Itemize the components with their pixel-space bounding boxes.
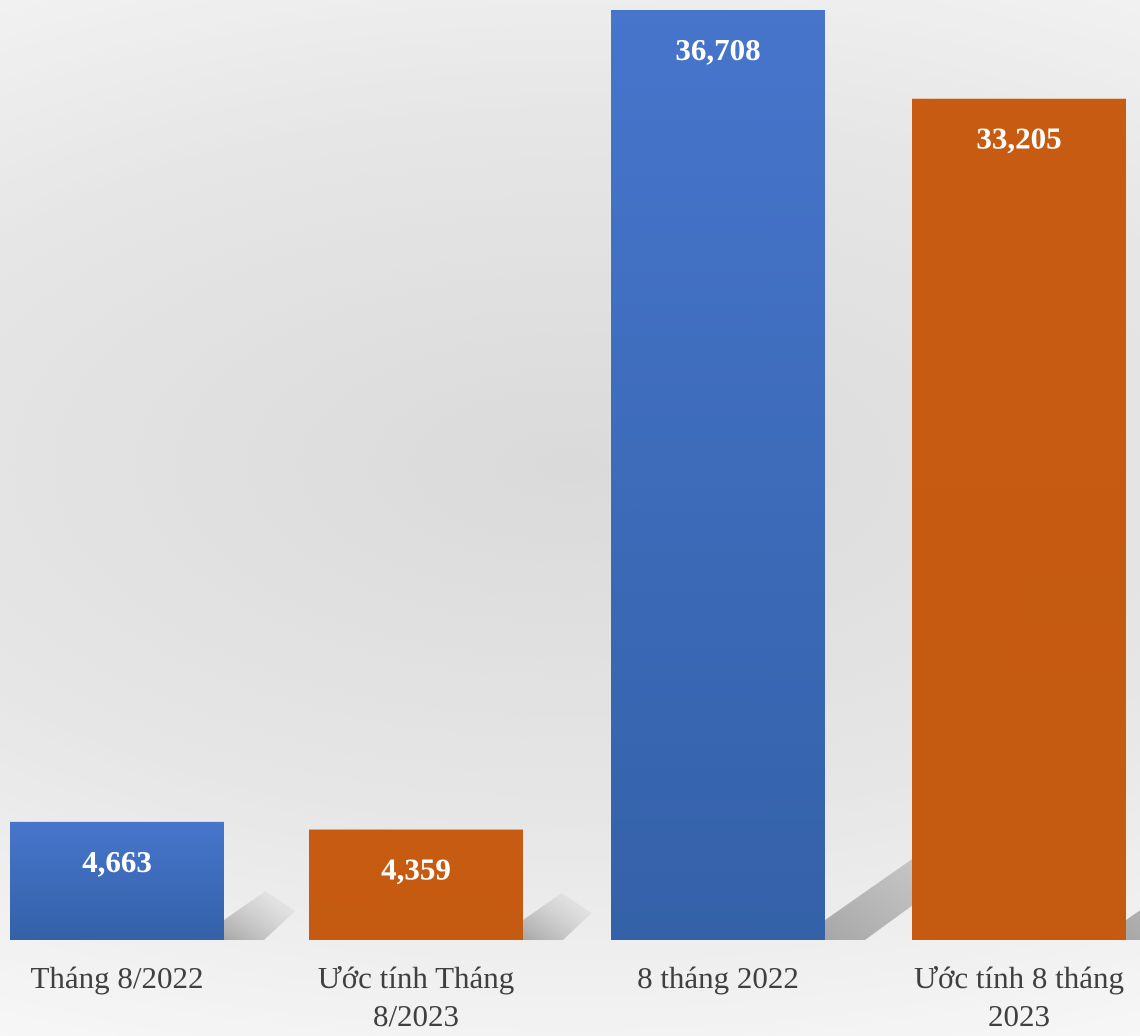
category-label-0: Tháng 8/2022 bbox=[30, 960, 203, 995]
category-label-line: 8 tháng 2022 bbox=[637, 960, 799, 995]
value-label-2: 36,708 bbox=[675, 32, 760, 67]
category-label-2: 8 tháng 2022 bbox=[637, 960, 799, 995]
category-labels-group: Tháng 8/2022 Ước tính Tháng 8/2023 8 tháng … bbox=[30, 960, 1124, 1033]
category-label-line: 2023 bbox=[988, 998, 1050, 1033]
value-label-3: 33,205 bbox=[976, 121, 1061, 156]
value-labels-group: 4,663 4,359 36,708 33,205 bbox=[82, 32, 1062, 887]
bar-0 bbox=[10, 821, 224, 940]
bar-shadow bbox=[1126, 910, 1140, 940]
category-label-3: Ước tính 8 tháng 2023 bbox=[914, 960, 1124, 1033]
category-label-line: Ước tính 8 tháng bbox=[914, 960, 1124, 995]
bar-shadow bbox=[523, 892, 592, 940]
bar-1 bbox=[309, 829, 523, 940]
category-label-1: Ước tính Tháng 8/2023 bbox=[318, 960, 515, 1033]
bar-2 bbox=[611, 10, 825, 940]
category-label-line: Ước tính Tháng bbox=[318, 960, 515, 995]
bars-group bbox=[10, 10, 1126, 940]
category-label-line: 8/2023 bbox=[373, 998, 459, 1033]
bar-3 bbox=[912, 98, 1126, 940]
value-label-1: 4,359 bbox=[381, 852, 451, 887]
bar-shadow bbox=[224, 891, 296, 940]
value-label-0: 4,663 bbox=[82, 844, 152, 879]
category-label-line: Tháng 8/2022 bbox=[30, 960, 203, 995]
